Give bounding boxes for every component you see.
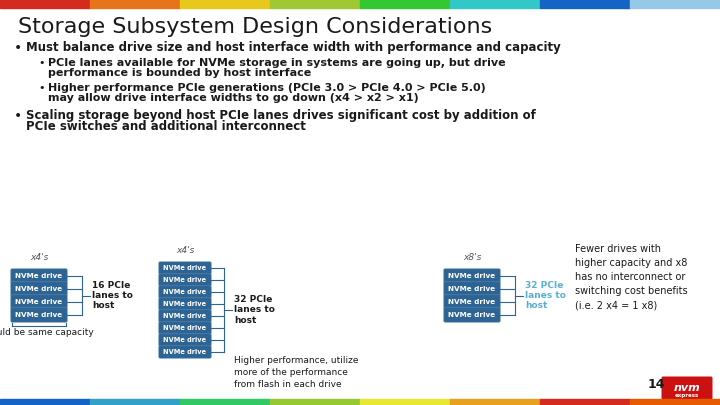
Text: performance is bounded by host interface: performance is bounded by host interface [48, 68, 311, 78]
Text: 16 PCIe
lanes to
host: 16 PCIe lanes to host [92, 281, 133, 310]
Text: nvm: nvm [674, 383, 701, 393]
FancyBboxPatch shape [159, 286, 211, 298]
Text: x4's: x4's [30, 253, 48, 262]
Bar [90, 399, 180, 405]
Text: 14: 14 [648, 378, 665, 391]
Text: NVMe drive: NVMe drive [163, 349, 207, 355]
FancyBboxPatch shape [159, 346, 211, 358]
Bar [450, 399, 540, 405]
FancyBboxPatch shape [11, 282, 67, 296]
FancyBboxPatch shape [159, 262, 211, 274]
Text: x4's: x4's [176, 246, 194, 255]
Text: Must balance drive size and host interface width with performance and capacity: Must balance drive size and host interfa… [26, 41, 561, 54]
Text: NVMe drive: NVMe drive [449, 312, 495, 318]
Text: NVMe drive: NVMe drive [15, 299, 63, 305]
FancyBboxPatch shape [11, 269, 67, 283]
Text: x8's: x8's [463, 253, 481, 262]
FancyBboxPatch shape [662, 377, 713, 399]
FancyBboxPatch shape [444, 295, 500, 309]
Bar [360, 0, 450, 8]
FancyBboxPatch shape [159, 298, 211, 310]
Text: NVMe drive: NVMe drive [163, 301, 207, 307]
Text: NVMe drive: NVMe drive [163, 289, 207, 295]
Text: Could be same capacity: Could be same capacity [0, 328, 94, 337]
Text: express: express [675, 392, 699, 397]
Text: Scaling storage beyond host PCIe lanes drives significant cost by addition of: Scaling storage beyond host PCIe lanes d… [26, 109, 536, 122]
FancyBboxPatch shape [159, 334, 211, 346]
Bar [630, 0, 720, 8]
FancyBboxPatch shape [11, 308, 67, 322]
Text: NVMe drive: NVMe drive [449, 299, 495, 305]
Text: NVMe drive: NVMe drive [449, 286, 495, 292]
Text: •: • [14, 109, 22, 123]
Text: NVMe drive: NVMe drive [163, 265, 207, 271]
Bar [90, 0, 180, 8]
Text: Higher performance, utilize
more of the performance
from flash in each drive: Higher performance, utilize more of the … [234, 356, 359, 389]
Bar [450, 0, 540, 8]
Bar [270, 399, 360, 405]
Text: Storage Subsystem Design Considerations: Storage Subsystem Design Considerations [18, 17, 492, 37]
Text: may allow drive interface widths to go down (x4 > x2 > x1): may allow drive interface widths to go d… [48, 93, 419, 103]
Text: NVMe drive: NVMe drive [163, 325, 207, 331]
FancyBboxPatch shape [159, 322, 211, 334]
Text: NVMe drive: NVMe drive [163, 313, 207, 319]
Text: PCIe lanes available for NVMe storage in systems are going up, but drive: PCIe lanes available for NVMe storage in… [48, 58, 505, 68]
Bar [540, 0, 630, 8]
Text: •: • [14, 41, 22, 55]
Text: PCIe switches and additional interconnect: PCIe switches and additional interconnec… [26, 120, 306, 133]
Text: NVMe drive: NVMe drive [163, 337, 207, 343]
Bar [630, 399, 720, 405]
Bar [270, 0, 360, 8]
FancyBboxPatch shape [444, 269, 500, 283]
FancyBboxPatch shape [444, 282, 500, 296]
Bar [360, 399, 450, 405]
Bar [540, 399, 630, 405]
FancyBboxPatch shape [11, 295, 67, 309]
Bar [0, 0, 90, 8]
Text: 32 PCIe
lanes to
host: 32 PCIe lanes to host [234, 295, 275, 325]
Text: •: • [38, 83, 45, 93]
Text: NVMe drive: NVMe drive [163, 277, 207, 283]
FancyBboxPatch shape [159, 274, 211, 286]
Text: NVMe drive: NVMe drive [449, 273, 495, 279]
Text: 32 PCIe
lanes to
host: 32 PCIe lanes to host [525, 281, 566, 310]
Text: •: • [38, 58, 45, 68]
FancyBboxPatch shape [444, 308, 500, 322]
Text: NVMe drive: NVMe drive [15, 273, 63, 279]
Bar [0, 399, 90, 405]
Bar [180, 399, 270, 405]
Text: Higher performance PCIe generations (PCIe 3.0 > PCIe 4.0 > PCIe 5.0): Higher performance PCIe generations (PCI… [48, 83, 486, 93]
Text: NVMe drive: NVMe drive [15, 286, 63, 292]
Text: Fewer drives with
higher capacity and x8
has no interconnect or
switching cost b: Fewer drives with higher capacity and x8… [575, 245, 688, 311]
Bar [180, 0, 270, 8]
FancyBboxPatch shape [159, 310, 211, 322]
Text: NVMe drive: NVMe drive [15, 312, 63, 318]
